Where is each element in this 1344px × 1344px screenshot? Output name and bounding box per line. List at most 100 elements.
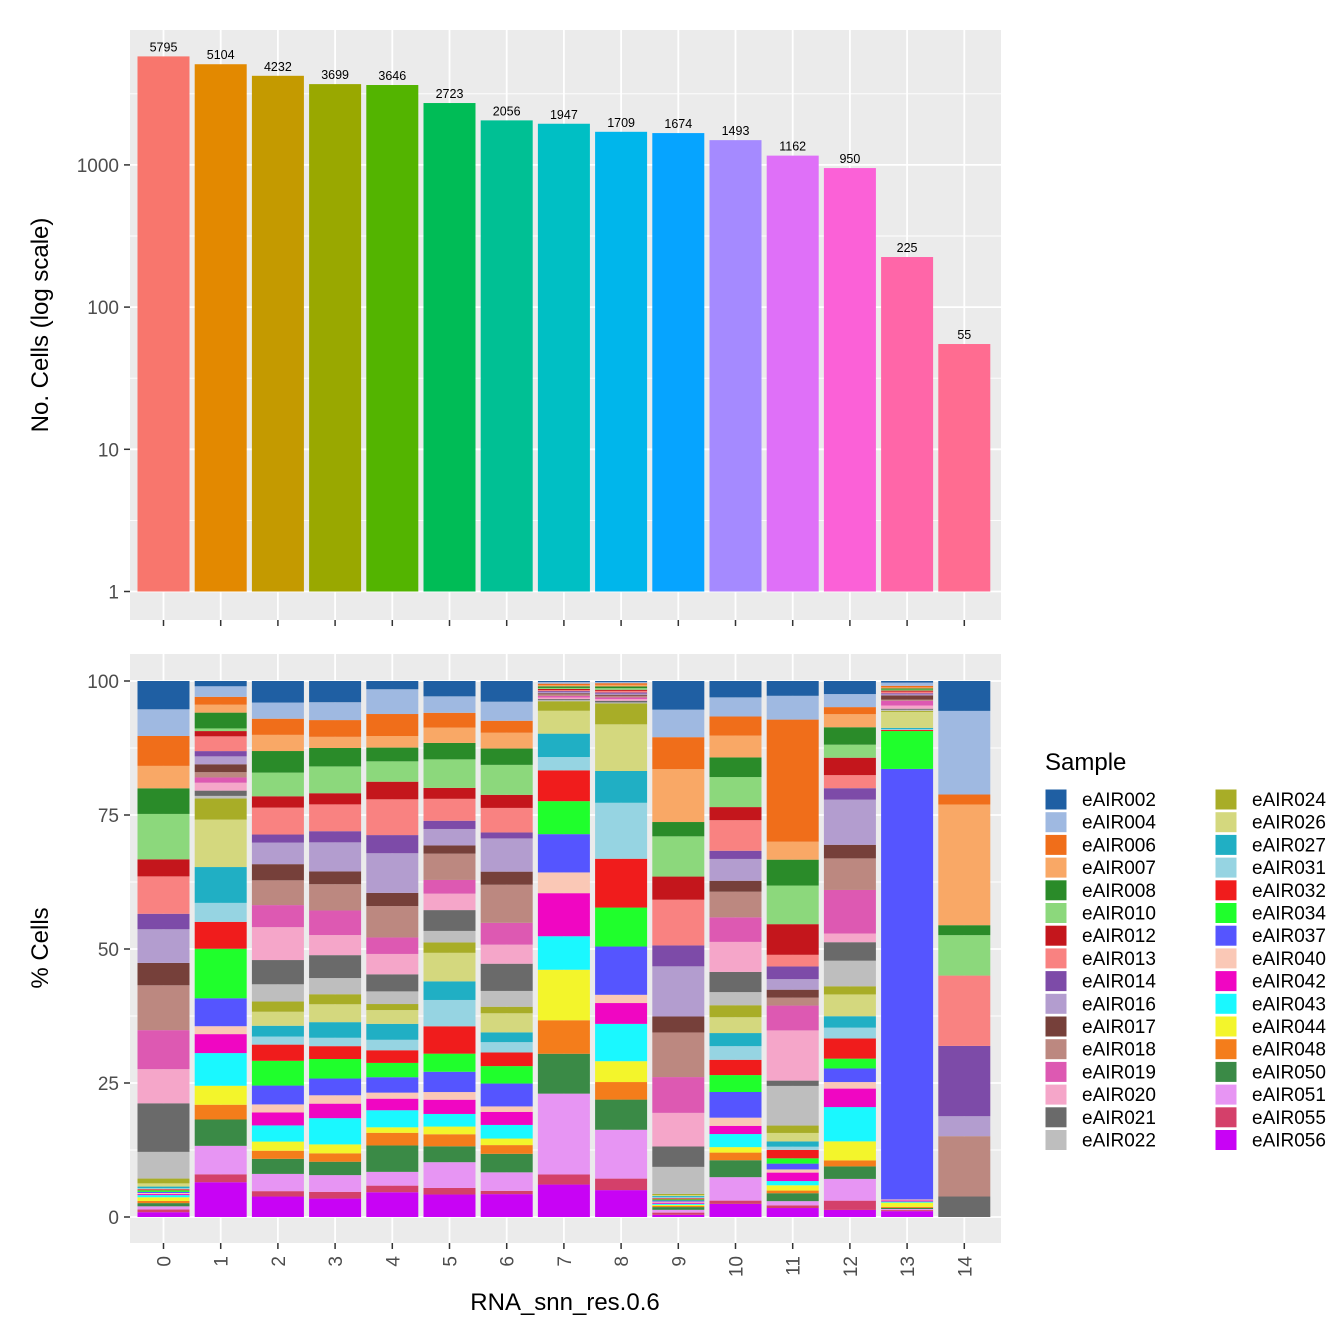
stack-segment-eAIR043 — [709, 1134, 762, 1148]
stack-segment-eAIR010 — [251, 772, 304, 797]
stack-segment-eAIR040 — [881, 1199, 934, 1201]
stack-segment-eAIR007 — [823, 714, 876, 728]
stack-segment-eAIR040 — [537, 872, 590, 894]
top-panel-y-axis-title: No. Cells (log scale) — [27, 218, 54, 433]
stack-segment-eAIR010 — [595, 688, 648, 690]
stack-segment-eAIR016 — [480, 838, 533, 872]
stack-segment-eAIR056 — [137, 1212, 190, 1217]
stack-segment-eAIR010 — [766, 885, 819, 925]
stack-segment-eAIR024 — [423, 942, 476, 953]
stack-segment-eAIR008 — [881, 688, 934, 690]
stack-segment-eAIR055 — [537, 1174, 590, 1185]
stack-segment-eAIR010 — [652, 836, 705, 877]
stack-segment-eAIR044 — [881, 1202, 934, 1207]
stack-segment-eAIR026 — [595, 724, 648, 771]
stack-segment-eAIR022 — [366, 991, 419, 1005]
stack-segment-eAIR022 — [652, 1166, 705, 1194]
stack-segment-eAIR026 — [423, 952, 476, 982]
stack-segment-eAIR043 — [309, 1118, 362, 1145]
stack-segment-eAIR055 — [137, 1209, 190, 1213]
stack-segment-eAIR019 — [309, 910, 362, 936]
legend-label-eAIR014: eAIR014 — [1082, 972, 1156, 993]
stack-segment-eAIR032 — [766, 1149, 819, 1159]
stack-segment-eAIR048 — [309, 1153, 362, 1162]
stack-segment-eAIR032 — [366, 1050, 419, 1063]
y-tick-label: 75 — [98, 806, 119, 827]
stack-segment-eAIR014 — [423, 820, 476, 829]
stack-segment-eAIR010 — [194, 728, 247, 732]
stack-segment-eAIR031 — [423, 999, 476, 1027]
stack-segment-eAIR002 — [823, 681, 876, 695]
stack-segment-eAIR002 — [652, 681, 705, 710]
stack-segment-eAIR008 — [137, 788, 190, 814]
stack-segment-eAIR051 — [766, 1201, 819, 1206]
stack-segment-eAIR027 — [537, 733, 590, 758]
stack-segment-eAIR040 — [309, 1095, 362, 1104]
stack-segment-eAIR022 — [480, 990, 533, 1007]
top-panel-x-ticks — [162, 620, 966, 626]
stack-segment-eAIR016 — [823, 799, 876, 845]
legend-key-eAIR042 — [1214, 970, 1238, 993]
stack-segment-eAIR012 — [480, 794, 533, 808]
top-panel-bar-labels: 5795 5104 4232 3699 3646 2723 2056 1947 1709 1674… — [150, 40, 972, 342]
stack-segment-eAIR021 — [537, 699, 590, 701]
stack-segment-eAIR008 — [938, 925, 991, 936]
stack-segment-eAIR021 — [823, 942, 876, 961]
stack-segment-eAIR050 — [595, 1099, 648, 1130]
legend-key-eAIR056 — [1214, 1129, 1238, 1151]
count-bar-13 — [881, 257, 934, 592]
stack-segment-eAIR018 — [194, 772, 247, 778]
stack-segment-eAIR008 — [366, 747, 419, 762]
stack-segment-eAIR037 — [137, 1191, 190, 1193]
stack-segment-eAIR042 — [766, 1172, 819, 1182]
stack-segment-eAIR032 — [652, 1198, 705, 1200]
stack-segment-eAIR048 — [251, 1150, 304, 1159]
stack-segment-eAIR008 — [652, 822, 705, 837]
stack-segment-eAIR048 — [652, 1205, 705, 1208]
stack-segment-eAIR032 — [881, 730, 934, 732]
stack-segment-eAIR014 — [537, 691, 590, 693]
stack-segment-eAIR014 — [652, 945, 705, 967]
stack-segment-eAIR024 — [194, 798, 247, 820]
stack-segment-eAIR016 — [423, 828, 476, 846]
stack-segment-eAIR032 — [823, 1038, 876, 1059]
stack-segment-eAIR031 — [709, 1046, 762, 1060]
stack-segment-eAIR043 — [480, 1124, 533, 1139]
stack-segment-eAIR024 — [652, 1193, 705, 1195]
stack-segment-eAIR004 — [595, 682, 648, 684]
stack-segment-eAIR012 — [595, 689, 648, 691]
stack-segment-eAIR019 — [652, 1077, 705, 1113]
stack-segment-eAIR010 — [709, 777, 762, 808]
stack-segment-eAIR013 — [595, 690, 648, 693]
legend-label-eAIR056: eAIR056 — [1252, 1131, 1326, 1152]
stack-segment-eAIR018 — [423, 853, 476, 880]
stack-segment-eAIR044 — [137, 1197, 190, 1201]
stack-segment-eAIR018 — [595, 695, 648, 698]
legend-key-eAIR013 — [1044, 947, 1068, 970]
stack-segment-eAIR051 — [137, 1206, 190, 1210]
stack-segment-eAIR019 — [766, 1005, 819, 1031]
stack-segment-eAIR010 — [480, 764, 533, 795]
stack-segment-eAIR037 — [652, 1200, 705, 1202]
stack-segment-eAIR016 — [194, 756, 247, 765]
stack-segment-eAIR021 — [652, 1146, 705, 1167]
stack-segment-eAIR040 — [251, 1104, 304, 1113]
stack-segment-eAIR032 — [709, 1059, 762, 1076]
stack-segment-eAIR042 — [366, 1098, 419, 1111]
stack-segment-eAIR020 — [823, 933, 876, 943]
stack-segment-eAIR037 — [309, 1078, 362, 1096]
stack-segment-eAIR018 — [251, 880, 304, 906]
stack-segment-eAIR013 — [251, 807, 304, 835]
stack-segment-eAIR007 — [537, 685, 590, 687]
stack-segment-eAIR031 — [823, 1027, 876, 1039]
legend-label-eAIR055: eAIR055 — [1252, 1108, 1326, 1129]
stack-segment-eAIR032 — [137, 1189, 190, 1191]
stack-segment-eAIR040 — [652, 1201, 705, 1203]
stack-segment-eAIR013 — [537, 690, 590, 692]
legend-label-eAIR004: eAIR004 — [1082, 813, 1156, 834]
stack-segment-eAIR031 — [537, 757, 590, 771]
stack-segment-eAIR020 — [595, 699, 648, 701]
stack-segment-eAIR013 — [709, 820, 762, 851]
